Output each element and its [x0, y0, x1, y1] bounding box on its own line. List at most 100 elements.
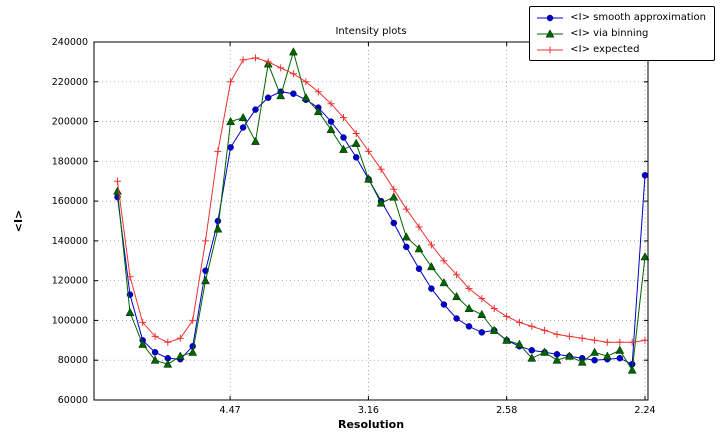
triangle-marker-icon — [615, 345, 625, 354]
plus-marker-icon — [453, 271, 461, 279]
plus-marker-icon — [546, 46, 554, 53]
triangle-marker-icon — [564, 351, 574, 360]
triangle-marker-icon — [401, 232, 411, 241]
plus-marker-icon — [289, 70, 297, 78]
plus-marker-icon — [553, 330, 561, 338]
plus-marker-icon — [365, 147, 373, 155]
triangle-marker-icon — [502, 335, 512, 344]
y-tick-label: 240000 — [52, 37, 88, 48]
triangle-marker-icon — [163, 359, 173, 368]
y-tick-label: 200000 — [52, 117, 88, 128]
triangle-marker-icon — [545, 28, 555, 37]
legend-item: <I> smooth approximation — [535, 10, 706, 25]
plus-marker-icon — [327, 100, 335, 108]
plot-border — [93, 41, 649, 401]
plus-marker-icon — [616, 338, 624, 346]
triangle-marker-icon — [188, 347, 198, 356]
x-axis-label: Resolution — [338, 418, 404, 431]
plus-marker-icon — [415, 223, 423, 231]
triangle-marker-icon — [514, 339, 524, 348]
circle-marker-icon — [465, 323, 473, 330]
plus-marker-icon — [541, 326, 549, 334]
triangle-marker-icon — [150, 355, 160, 364]
circle-marker-icon — [428, 285, 435, 292]
triangle-marker-icon — [125, 307, 135, 316]
y-tick-label: 140000 — [52, 236, 88, 247]
triangle-marker-icon — [276, 90, 286, 100]
plus-marker-icon — [578, 334, 586, 342]
plus-marker-icon — [214, 147, 222, 155]
triangle-marker-icon — [213, 224, 223, 233]
plus-marker-icon — [565, 332, 573, 340]
triangle-marker-icon — [414, 244, 424, 253]
plus-marker-icon — [440, 257, 448, 265]
plus-marker-icon — [603, 338, 611, 346]
y-tick-label: 60000 — [58, 395, 88, 406]
triangle-marker-icon — [201, 275, 210, 285]
circle-marker-icon — [327, 118, 335, 125]
legend-label: <I> expected — [570, 44, 640, 55]
plus-marker-icon — [465, 285, 473, 293]
triangle-marker-icon — [175, 351, 185, 360]
triangle-marker-icon — [138, 339, 148, 348]
x-tick-label: 3.16 — [358, 405, 379, 416]
legend-item: <I> via binning — [535, 26, 706, 41]
triangle-marker-icon — [439, 277, 449, 287]
plus-marker-icon — [202, 237, 209, 245]
legend-label: <I> via binning — [570, 28, 649, 39]
triangle-marker-icon — [640, 252, 650, 261]
x-tick-label: 2.58 — [496, 405, 517, 416]
plus-marker-icon — [427, 241, 435, 249]
legend-item: <I> expected — [535, 42, 706, 57]
plus-marker-icon — [277, 64, 285, 72]
circle-marker-icon — [227, 144, 234, 151]
y-tick-label: 220000 — [52, 77, 88, 88]
plus-marker-icon — [314, 88, 322, 96]
chart-title: Intensity plots — [335, 26, 406, 37]
triangle-marker-icon — [389, 192, 399, 201]
legend-label: <I> smooth approximation — [570, 12, 706, 23]
plus-marker-icon — [252, 54, 259, 62]
plus-marker-icon — [189, 316, 197, 324]
triangle-marker-icon — [288, 47, 298, 56]
circle-marker-icon — [202, 267, 209, 274]
plus-marker-icon — [390, 185, 398, 193]
plus-marker-icon — [126, 273, 134, 281]
circle-marker-icon — [264, 94, 272, 101]
triangle-marker-icon — [376, 198, 386, 207]
triangle-marker-icon — [602, 351, 612, 360]
x-tick-label: 4.47 — [220, 405, 241, 416]
circle-marker-icon — [214, 217, 222, 225]
circle-marker-icon — [546, 14, 554, 21]
plus-marker-icon — [114, 177, 121, 185]
plus-marker-icon — [239, 56, 247, 64]
y-tick-label: 180000 — [52, 156, 88, 167]
plus-marker-icon — [528, 322, 536, 330]
triangle-marker-icon — [426, 261, 436, 271]
triangle-marker-icon — [452, 291, 462, 301]
triangle-marker-icon — [238, 112, 248, 122]
triangle-marker-icon — [251, 136, 260, 145]
triangle-marker-icon — [301, 92, 311, 102]
triangle-marker-icon — [113, 186, 122, 195]
plus-marker-icon — [628, 338, 636, 346]
plus-marker-icon — [139, 318, 147, 326]
plus-marker-icon — [164, 338, 172, 346]
circle-marker-icon — [252, 106, 259, 113]
circle-marker-icon — [340, 134, 347, 141]
triangle-marker-icon — [226, 116, 236, 126]
triangle-marker-icon — [351, 138, 361, 147]
legend-triangle-key-icon — [537, 28, 564, 37]
triangle-marker-icon — [326, 124, 336, 133]
circle-marker-icon — [453, 315, 460, 322]
plus-marker-icon — [302, 78, 310, 86]
plus-marker-icon — [515, 318, 523, 326]
legend-circle-key-icon — [537, 14, 564, 21]
triangle-marker-icon — [627, 365, 637, 374]
plus-marker-icon — [227, 78, 235, 86]
circle-marker-icon — [403, 243, 410, 251]
circle-marker-icon — [528, 347, 536, 354]
